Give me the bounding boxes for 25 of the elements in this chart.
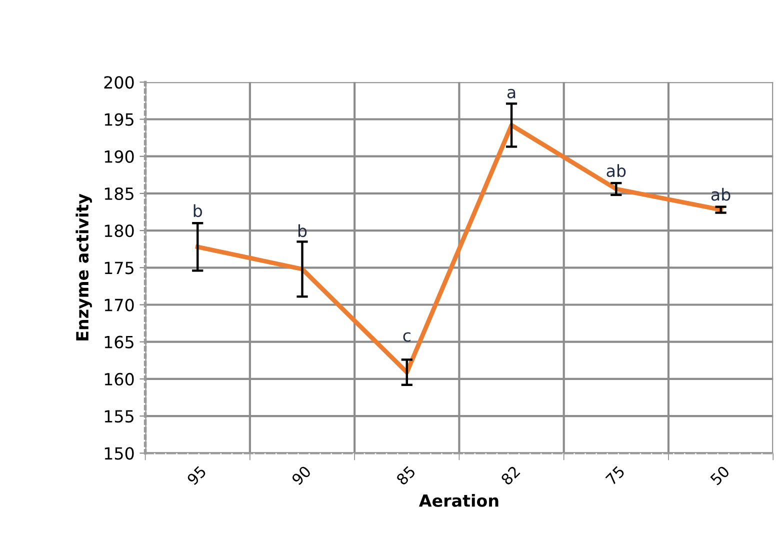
- annotation: ab: [711, 188, 730, 201]
- y-axis-title: Enzyme activity: [76, 194, 92, 340]
- annotation: c: [403, 332, 410, 342]
- x-axis-title: Aeration: [418, 494, 498, 507]
- y-tick-label: 155: [104, 410, 134, 423]
- x-tick-label: 82: [500, 466, 520, 486]
- x-tick-label: 90: [291, 465, 312, 486]
- x-tick-label: 50: [710, 465, 730, 486]
- y-tick-label: 170: [104, 298, 134, 312]
- y-tick-label: 175: [104, 262, 134, 274]
- annotation: b: [194, 204, 202, 218]
- x-tick-label: 95: [186, 465, 207, 486]
- x-tick-label: 75: [605, 466, 626, 486]
- y-tick-label: 180: [104, 224, 134, 238]
- annotation: ab: [606, 164, 626, 178]
- annotation: a: [507, 88, 516, 98]
- annotation: b: [298, 224, 307, 238]
- x-tick-label: 85: [396, 465, 416, 486]
- y-tick-label: 150: [104, 447, 134, 460]
- y-tick-label: 195: [104, 113, 134, 126]
- y-tick-label: 190: [104, 150, 134, 163]
- y-tick-label: 160: [104, 372, 134, 386]
- y-tick-label: 185: [104, 187, 134, 200]
- y-tick-label: 165: [104, 336, 134, 348]
- y-tick-label: 200: [104, 76, 134, 89]
